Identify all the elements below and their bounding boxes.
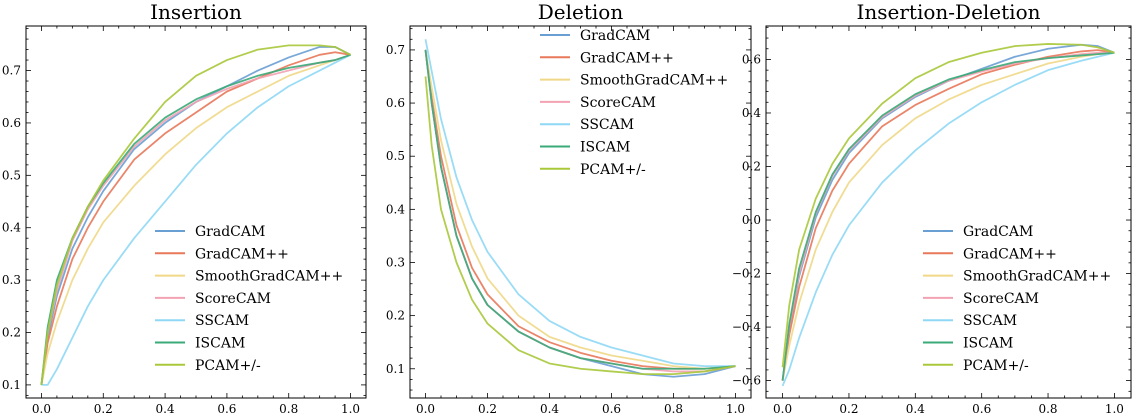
series-line-smoothgradcam bbox=[40, 53, 351, 386]
series-line-sscam bbox=[781, 51, 1115, 387]
legend-label: GradCAM++ bbox=[580, 50, 674, 66]
plot-frame bbox=[765, 25, 1132, 399]
y-tick-label: 0.2 bbox=[2, 326, 21, 340]
legend-label: ISCAM bbox=[195, 336, 245, 352]
legend-label: GradCAM bbox=[195, 224, 265, 240]
legend-label: PCAM+/- bbox=[963, 358, 1029, 374]
y-tick-label: 0.6 bbox=[742, 52, 761, 66]
y-tick-label: −0.4 bbox=[732, 320, 762, 334]
x-tick-label: 0.8 bbox=[279, 402, 298, 416]
chart-panel-2: Deletion 0.0 0.2 0.4 0.6 0.8 1.0 0.1 0.2 0.3 0.4 0.… bbox=[386, 0, 752, 416]
series-line-iscam bbox=[40, 53, 351, 385]
y-tick-label: 0.1 bbox=[2, 378, 21, 392]
series-line-pcam bbox=[424, 76, 736, 375]
series-line-gradcam bbox=[40, 46, 351, 386]
legend-label: ISCAM bbox=[580, 140, 630, 156]
series-line-pcam bbox=[40, 44, 351, 386]
x-tick-label: 0.0 bbox=[32, 402, 51, 416]
y-tick-label: 0.7 bbox=[2, 64, 21, 78]
legend: GradCAM GradCAM++ SmoothGradCAM++ ScoreCAM S… bbox=[923, 224, 1111, 374]
y-tick-label: 0.4 bbox=[386, 202, 405, 216]
series-line-scorecam bbox=[781, 51, 1115, 381]
series-line-gradcam bbox=[40, 51, 351, 386]
legend-label: ScoreCAM bbox=[963, 291, 1039, 307]
legend-label: GradCAM++ bbox=[195, 246, 289, 262]
series-line-sscam bbox=[424, 39, 736, 368]
chart-title: Insertion bbox=[150, 0, 242, 24]
y-tick-label: 0.3 bbox=[2, 273, 21, 287]
series-line-smoothgradcam bbox=[424, 49, 736, 370]
y-tick-label: 0.5 bbox=[386, 149, 405, 163]
series-line-smoothgradcam bbox=[781, 51, 1115, 381]
x-tick-label: 0.0 bbox=[773, 402, 792, 416]
series-line-sscam bbox=[41, 54, 351, 386]
x-tick-label: 0.2 bbox=[94, 402, 113, 416]
y-tick-label: 0.5 bbox=[2, 168, 21, 182]
y-tick-label: 0.3 bbox=[386, 255, 405, 269]
chart-title: Deletion bbox=[538, 0, 624, 24]
y-tick-label: 0.4 bbox=[2, 221, 21, 235]
series-line-iscam bbox=[424, 49, 736, 370]
x-tick-label: 0.6 bbox=[217, 402, 236, 416]
x-tick-label: 1.0 bbox=[341, 402, 360, 416]
legend-label: SmoothGradCAM++ bbox=[963, 269, 1111, 285]
legend-label: SSCAM bbox=[580, 117, 634, 133]
x-tick-label: 0.2 bbox=[839, 402, 858, 416]
series-line-pcam bbox=[781, 43, 1115, 368]
chart-panel-3: Insertion-Deletion 0.0 0.2 0.4 0.6 0.8 1.0 −0.6… bbox=[732, 0, 1132, 416]
x-tick-label: 0.8 bbox=[664, 402, 683, 416]
x-tick-label: 0.6 bbox=[972, 402, 991, 416]
y-tick-label: 0.2 bbox=[742, 160, 761, 174]
y-tick-label: 0.4 bbox=[742, 106, 761, 120]
legend-label: SmoothGradCAM++ bbox=[580, 73, 728, 89]
x-tick-label: 0.4 bbox=[906, 402, 925, 416]
x-tick-label: 0.4 bbox=[540, 402, 559, 416]
legend-label: GradCAM bbox=[963, 224, 1033, 240]
x-tick-label: 1.0 bbox=[1105, 402, 1124, 416]
legend: GradCAM GradCAM++ SmoothGradCAM++ ScoreCAM S… bbox=[540, 28, 728, 178]
y-tick-label: 0.6 bbox=[2, 116, 21, 130]
y-tick-label: −0.2 bbox=[732, 267, 761, 281]
x-tick-label: 0.2 bbox=[478, 402, 497, 416]
y-tick-label: 0.7 bbox=[386, 43, 405, 57]
legend-label: PCAM+/- bbox=[195, 358, 261, 374]
plot-frame bbox=[25, 25, 367, 399]
legend-label: SmoothGradCAM++ bbox=[195, 269, 343, 285]
series-line-iscam bbox=[781, 51, 1115, 381]
y-tick-label: 0.2 bbox=[386, 309, 405, 323]
x-tick-label: 1.0 bbox=[726, 402, 745, 416]
legend-label: ScoreCAM bbox=[580, 95, 656, 111]
legend-label: ScoreCAM bbox=[195, 291, 271, 307]
series-line-gradcam bbox=[781, 49, 1115, 381]
x-tick-label: 0.4 bbox=[156, 402, 175, 416]
plot-frame bbox=[409, 25, 752, 399]
y-tick-label: 0.1 bbox=[386, 362, 405, 376]
legend-label: GradCAM++ bbox=[963, 246, 1057, 262]
chart-title: Insertion-Deletion bbox=[856, 0, 1040, 24]
x-tick-label: 0.6 bbox=[602, 402, 621, 416]
legend-label: SSCAM bbox=[195, 313, 249, 329]
y-tick-label: 0.0 bbox=[742, 213, 761, 227]
legend: GradCAM GradCAM++ SmoothGradCAM++ ScoreCAM S… bbox=[155, 224, 343, 374]
legend-label: GradCAM bbox=[580, 28, 650, 44]
y-tick-label: −0.6 bbox=[732, 374, 761, 388]
chart-panel-1: Insertion 0.0 0.2 0.4 0.6 0.8 1.0 0.1 0.2 0.3 0.4 0… bbox=[2, 0, 367, 416]
y-tick-label: 0.6 bbox=[386, 96, 405, 110]
x-tick-label: 0.0 bbox=[416, 402, 435, 416]
legend-label: SSCAM bbox=[963, 313, 1017, 329]
legend-label: ISCAM bbox=[963, 336, 1013, 352]
legend-label: PCAM+/- bbox=[580, 162, 646, 178]
x-tick-label: 0.8 bbox=[1038, 402, 1057, 416]
